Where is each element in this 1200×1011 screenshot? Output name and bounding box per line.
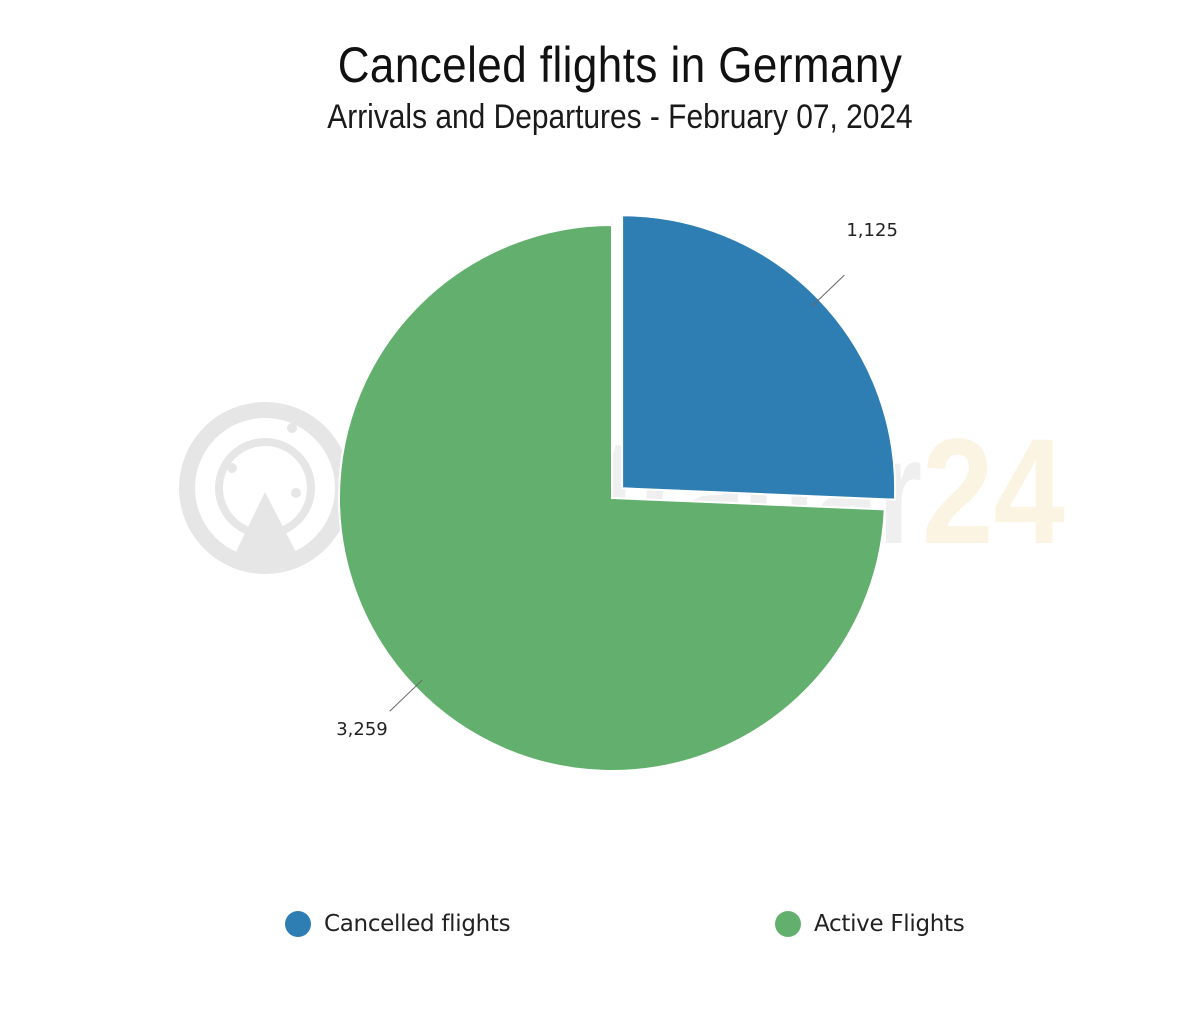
legend-label-active: Active Flights bbox=[814, 911, 965, 937]
pie-slice-cancelled-flights bbox=[621, 214, 897, 501]
pie-labels: 1,125 3,259 bbox=[336, 220, 898, 740]
chart-title: Canceled flights in Germany bbox=[337, 37, 903, 93]
watermark-text-number: 24 bbox=[922, 407, 1065, 575]
legend-item-cancelled: Cancelled flights bbox=[285, 908, 511, 940]
legend-swatch-active bbox=[775, 911, 801, 937]
data-label-active-flights: 3,259 bbox=[336, 719, 388, 740]
legend-label-cancelled: Cancelled flights bbox=[324, 911, 511, 937]
leader-line-0 bbox=[811, 274, 845, 307]
legend-item-active: Active Flights bbox=[775, 908, 965, 940]
chart-subtitle: Arrivals and Departures - February 07, 2… bbox=[327, 98, 913, 136]
data-label-cancelled-flights: 1,125 bbox=[846, 220, 898, 241]
leader-line-1 bbox=[389, 679, 423, 712]
watermark-radar-icon bbox=[179, 402, 351, 574]
legend-swatch-cancelled bbox=[285, 911, 311, 937]
